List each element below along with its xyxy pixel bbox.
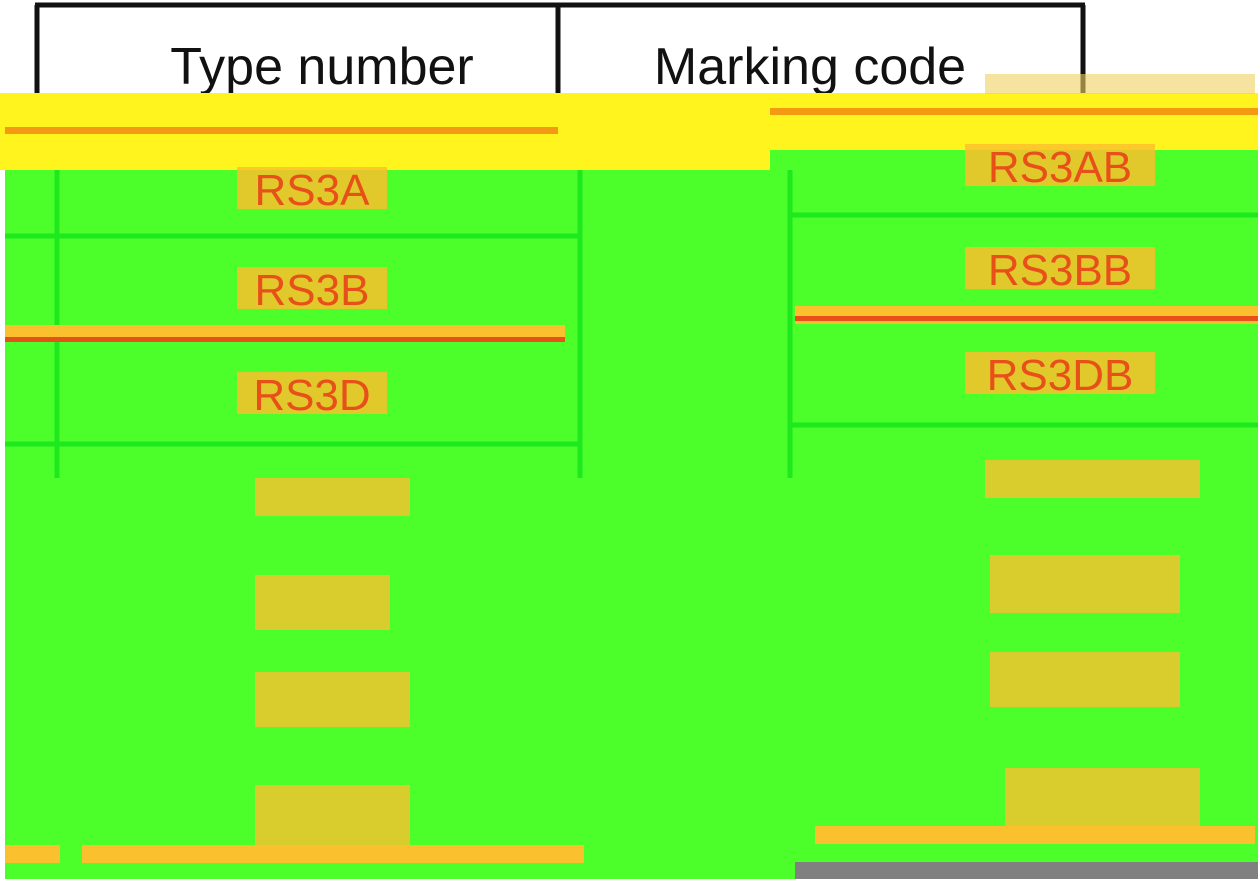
- glitch-line: [770, 108, 1258, 115]
- glitch-line: [5, 845, 60, 863]
- glitch-line: [5, 337, 565, 342]
- header-cell: Marking code: [654, 38, 966, 96]
- table-cell: RS3A: [255, 166, 371, 215]
- glitch-noise: [255, 575, 390, 630]
- table-cell: RS3BB: [988, 246, 1132, 295]
- cell-highlight: [237, 267, 387, 309]
- glitch-noise: [985, 460, 1200, 498]
- table-cell: RS3DB: [987, 351, 1134, 400]
- cell-highlight: [965, 352, 1155, 394]
- glitch-bar: [795, 862, 1258, 879]
- cell-highlight: [965, 144, 1155, 186]
- cell-highlight: [237, 167, 387, 209]
- glitch-noise: [1005, 768, 1200, 828]
- table-cell: RS3AB: [988, 143, 1132, 192]
- glitch-line: [795, 306, 1258, 324]
- header-cell: Type number: [170, 38, 474, 96]
- table-cell: RS3B: [255, 266, 370, 315]
- glitch-noise: [990, 555, 1180, 613]
- glitch-noise: [255, 478, 410, 516]
- glitch-line: [82, 845, 584, 863]
- glitch-noise: [255, 672, 410, 727]
- glitch-line: [815, 826, 1255, 844]
- glitch-line: [5, 127, 558, 134]
- glitch-noise: [990, 652, 1180, 707]
- glitch-line: [795, 316, 1258, 321]
- cell-highlight: [237, 372, 387, 414]
- glitch-noise: [255, 785, 410, 845]
- table-cell: RS3D: [253, 371, 370, 420]
- cell-highlight: [965, 247, 1155, 289]
- glitch-noise: [985, 74, 1255, 94]
